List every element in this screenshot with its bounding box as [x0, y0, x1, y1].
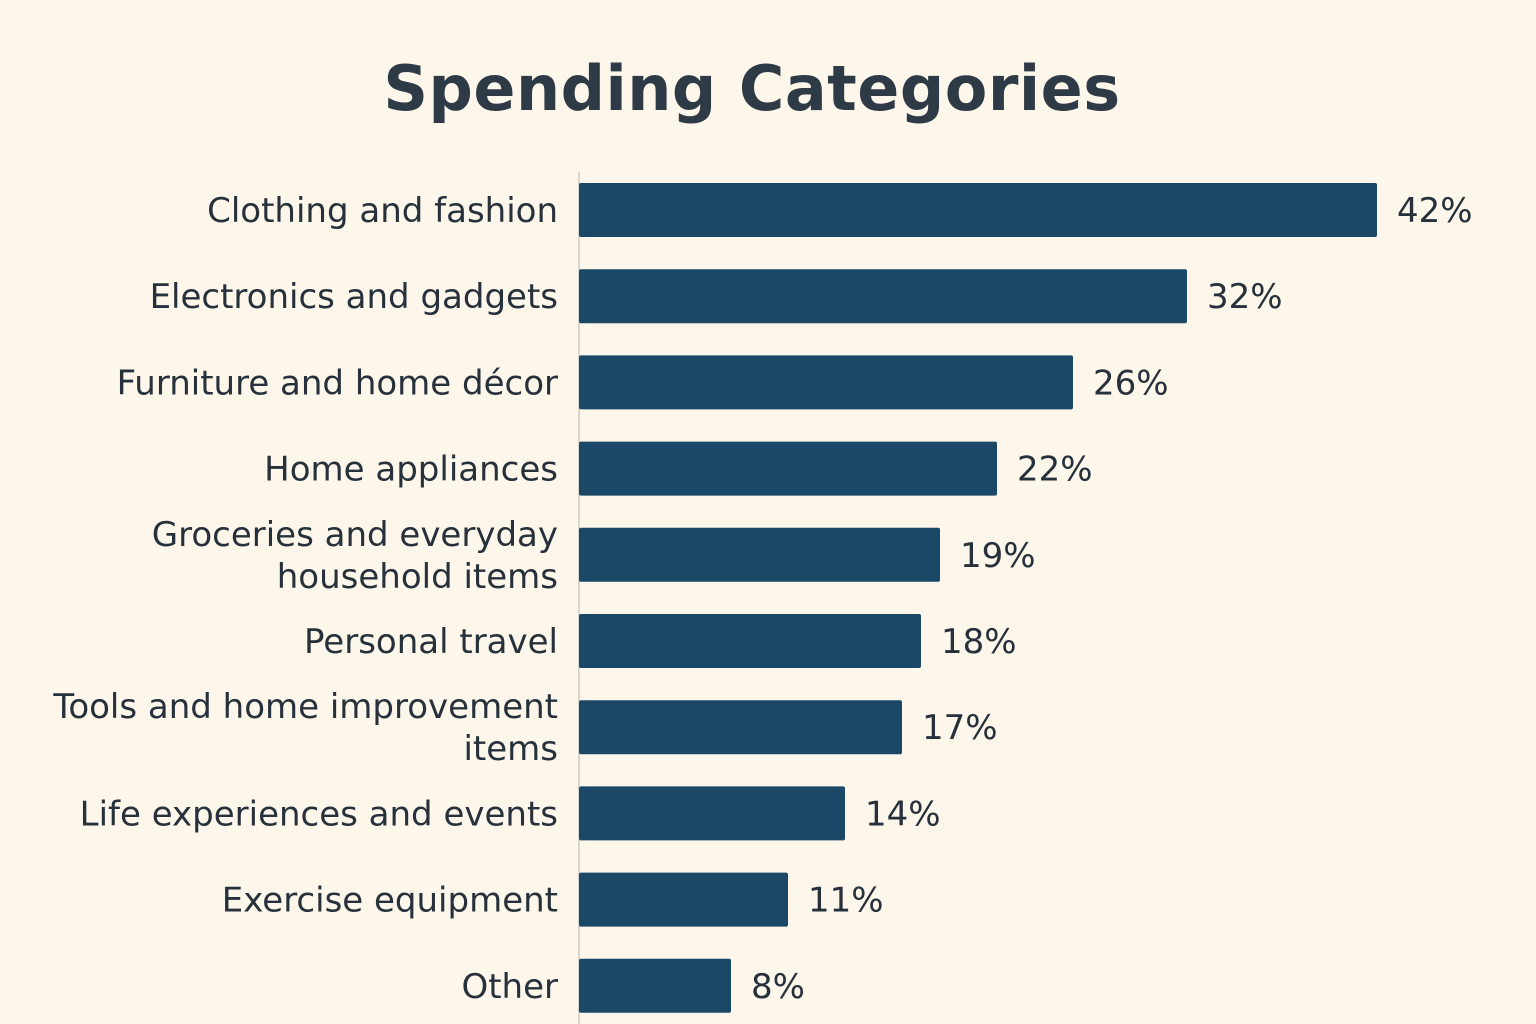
- category-label-line: Tools and home improvement: [52, 687, 558, 727]
- bar-3: [579, 355, 1073, 410]
- category-label-7: Tools and home improvement items: [52, 687, 558, 769]
- category-label-4: Home appliances: [264, 450, 558, 490]
- bar-1: [579, 183, 1377, 237]
- category-label-line: Life experiences and events: [80, 794, 558, 834]
- category-label-3: Furniture and home décor: [117, 363, 558, 403]
- category-label-line: Electronics and gadgets: [150, 277, 558, 317]
- value-label-10: 8%: [751, 967, 805, 1007]
- category-label-9: Exercise equipment: [222, 881, 558, 921]
- category-label-5: Groceries and everyday household items: [152, 515, 558, 597]
- category-label-line: Personal travel: [304, 622, 558, 662]
- value-label-6: 18%: [941, 622, 1017, 662]
- chart-title: Spending Categories: [383, 52, 1121, 125]
- category-label-8: Life experiences and events: [80, 794, 558, 834]
- bar-4: [579, 441, 997, 496]
- category-label-2: Electronics and gadgets: [150, 277, 558, 317]
- bar-6: [579, 614, 921, 668]
- category-label-1: Clothing and fashion: [207, 191, 558, 231]
- bar-2: [579, 269, 1187, 324]
- category-label-6: Personal travel: [304, 622, 558, 662]
- bar-5: [579, 527, 940, 582]
- bar-9: [579, 872, 788, 927]
- category-label-line: Exercise equipment: [222, 881, 558, 921]
- category-label-line: Home appliances: [264, 450, 558, 490]
- category-label-line: Clothing and fashion: [207, 191, 558, 231]
- category-label-10: Other: [461, 967, 558, 1007]
- category-label-line: household items: [277, 557, 558, 597]
- value-label-7: 17%: [922, 708, 998, 748]
- category-label-line: Groceries and everyday: [152, 515, 558, 555]
- category-label-line: items: [463, 729, 558, 769]
- value-label-9: 11%: [808, 881, 884, 921]
- value-label-8: 14%: [865, 794, 941, 834]
- value-label-3: 26%: [1093, 363, 1169, 403]
- bar-10: [579, 958, 731, 1013]
- value-label-2: 32%: [1207, 277, 1283, 317]
- category-label-line: Furniture and home décor: [117, 363, 558, 403]
- category-label-line: Other: [461, 967, 558, 1007]
- value-label-5: 19%: [960, 536, 1036, 576]
- value-label-4: 22%: [1017, 450, 1093, 490]
- bar-8: [579, 786, 845, 841]
- bar-7: [579, 700, 902, 755]
- value-label-1: 42%: [1397, 191, 1473, 231]
